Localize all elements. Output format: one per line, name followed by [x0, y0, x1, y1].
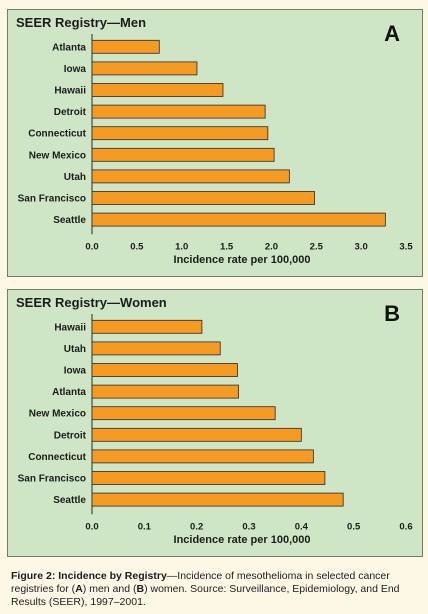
bar-plot-men: Atlanta Iowa Hawaii Detroit Connecticut New M…	[18, 34, 413, 252]
x-tick-label: 1.5	[220, 241, 234, 252]
category-label: Connecticut	[28, 452, 86, 463]
figure-caption: Figure 2: Incidence by Registry—Incidenc…	[11, 570, 421, 609]
category-label: San Francisco	[18, 194, 86, 205]
category-label: San Francisco	[18, 474, 86, 485]
bar	[91, 406, 276, 421]
bar	[91, 39, 160, 54]
x-tick-label: 0.5	[130, 241, 144, 252]
chart-title: SEER Registry—Women	[16, 295, 167, 310]
x-tick-label: 0.0	[85, 241, 98, 252]
category-label: Atlanta	[52, 42, 86, 53]
chart-title: SEER Registry—Men	[16, 15, 147, 30]
category-label: New Mexico	[29, 150, 86, 161]
x-axis-label: Incidence rate per 100,000	[173, 534, 311, 546]
caption-panel-b: B	[136, 583, 145, 595]
category-label: Seattle	[53, 215, 86, 226]
bar	[91, 191, 315, 205]
panel-men-chart: SEER Registry—Men A Atlanta Iowa Hawaii Det…	[7, 9, 423, 277]
category-label: Seattle	[53, 495, 86, 506]
bar	[91, 384, 239, 399]
x-tick-label: 2.5	[310, 241, 324, 252]
caption-text: —Incidence of mesothelioma in selected c…	[11, 570, 390, 595]
bar	[91, 147, 275, 162]
x-tick-label: 0.6	[399, 521, 412, 532]
bar	[91, 126, 269, 141]
bar	[91, 169, 290, 184]
bar	[91, 61, 198, 76]
bar	[91, 104, 266, 119]
category-label: Connecticut	[28, 129, 86, 140]
category-label: Detroit	[54, 430, 87, 441]
x-axis-label: Incidence rate per 100,000	[173, 254, 311, 266]
category-label: Utah	[64, 172, 86, 183]
x-tick-label: 0.1	[138, 521, 152, 532]
x-tick-label: 3.5	[399, 241, 413, 252]
category-label: Hawaii	[54, 86, 86, 97]
panel-letter: B	[384, 301, 400, 326]
category-label: Iowa	[64, 366, 87, 377]
category-label: Iowa	[64, 64, 87, 75]
panel-letter: A	[384, 21, 400, 46]
x-tick-label: 2.0	[265, 241, 278, 252]
category-label: Utah	[64, 344, 86, 355]
x-tick-label: 1.0	[175, 241, 188, 252]
x-tick-label: 0.4	[295, 521, 309, 532]
category-label: Atlanta	[52, 387, 86, 398]
caption-text: ) men and (	[82, 583, 137, 595]
category-label: Detroit	[54, 107, 87, 118]
category-label: New Mexico	[29, 409, 86, 420]
panel-women-chart: SEER Registry—Women B Hawaii Utah Iowa Atla…	[7, 289, 423, 557]
bar	[91, 363, 238, 377]
bar	[91, 83, 224, 97]
caption-text: ) women. Source: Surveillance, Epidemiol…	[11, 583, 400, 608]
x-tick-label: 0.5	[347, 521, 361, 532]
bar	[91, 492, 344, 507]
x-tick-label: 0.2	[190, 521, 203, 532]
bar	[91, 319, 203, 334]
bar-plot-women: Hawaii Utah Iowa Atlanta New Mexico Detroit Co…	[18, 314, 413, 532]
caption-lead: Figure 2: Incidence by Registry	[11, 570, 167, 582]
x-tick-label: 0.0	[85, 521, 98, 532]
bar	[91, 471, 326, 485]
bar	[91, 427, 302, 442]
bar	[91, 341, 221, 356]
caption-panel-a: A	[75, 583, 83, 595]
category-label: Hawaii	[54, 322, 86, 333]
x-tick-label: 0.3	[242, 521, 255, 532]
bar	[91, 449, 314, 464]
bar	[91, 212, 386, 227]
x-tick-label: 3.0	[355, 241, 368, 252]
